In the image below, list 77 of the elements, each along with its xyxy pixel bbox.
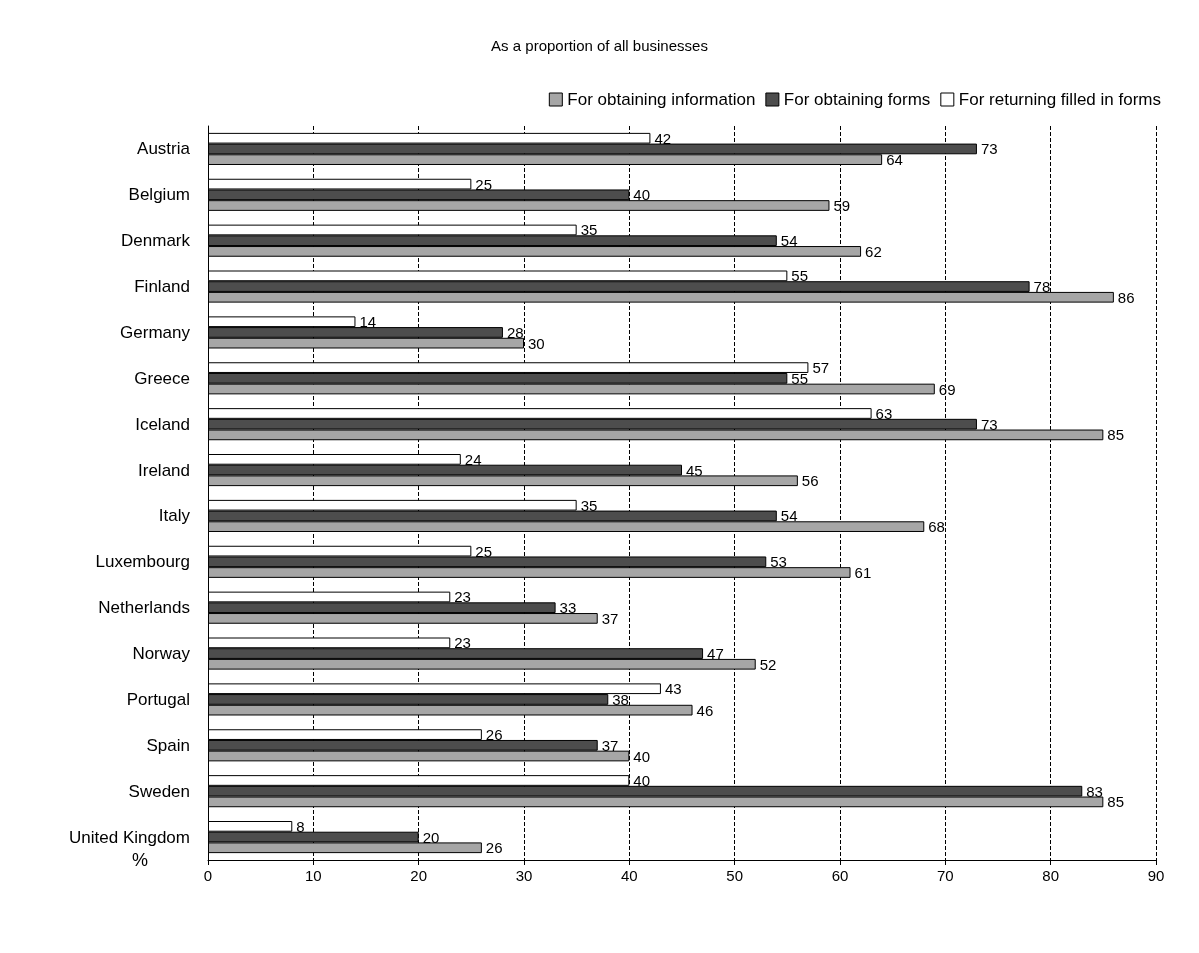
data-label: 14 xyxy=(359,313,377,331)
x-tick-label: 80 xyxy=(1042,867,1060,884)
data-label: 54 xyxy=(780,507,798,525)
data-label: 85 xyxy=(1107,793,1125,811)
y-tick-label: Germany xyxy=(120,322,191,342)
data-label: 43 xyxy=(664,680,682,698)
data-label: 78 xyxy=(1033,278,1051,296)
data-label: 83 xyxy=(1086,782,1103,800)
x-tick-label: 60 xyxy=(831,867,849,884)
data-label: 37 xyxy=(601,736,619,754)
data-label: 85 xyxy=(1107,426,1125,444)
data-label: 26 xyxy=(485,726,503,744)
data-label: 54 xyxy=(780,232,798,250)
y-tick-label: Portugal xyxy=(126,689,190,709)
x-tick-label: 20 xyxy=(410,867,428,884)
y-tick-label: Finland xyxy=(134,277,190,297)
data-label: 40 xyxy=(633,771,651,789)
data-label: 56 xyxy=(801,472,819,490)
data-label: 86 xyxy=(1117,288,1135,306)
x-tick-label: 90 xyxy=(1147,867,1165,884)
data-label: 8 xyxy=(296,817,305,835)
x-tick-label: 70 xyxy=(936,867,954,884)
x-tick-label: 40 xyxy=(620,867,638,884)
data-label: 35 xyxy=(580,221,598,239)
data-label: 61 xyxy=(854,564,872,582)
legend-label: For obtaining information xyxy=(567,90,756,109)
data-label: 25 xyxy=(475,542,493,560)
data-label: 57 xyxy=(812,359,830,377)
data-label: 38 xyxy=(612,690,629,708)
data-label: 46 xyxy=(696,701,714,719)
data-label: 55 xyxy=(791,267,809,285)
data-label: 35 xyxy=(580,496,598,514)
y-tick-label: Norway xyxy=(132,644,191,664)
legend-label: For obtaining forms xyxy=(783,90,931,109)
x-tick-label: 30 xyxy=(515,867,533,884)
data-label: 64 xyxy=(886,151,903,169)
y-tick-label: Belgium xyxy=(128,185,190,205)
data-label: 40 xyxy=(633,186,651,204)
y-tick-label: Spain xyxy=(146,735,190,755)
y-tick-label: Luxembourg xyxy=(95,552,190,572)
data-label: 68 xyxy=(928,518,945,536)
y-tick-label: Denmark xyxy=(121,231,191,251)
x-tick-label: 0 xyxy=(203,867,213,884)
data-label: 45 xyxy=(686,461,703,479)
data-label: 47 xyxy=(707,645,724,663)
x-axis-title: % xyxy=(131,850,148,870)
y-tick-label: Sweden xyxy=(128,781,190,801)
y-tick-label: Ireland xyxy=(138,460,190,480)
data-label: 73 xyxy=(980,140,998,158)
data-label: 73 xyxy=(980,415,998,433)
data-label: 24 xyxy=(464,450,482,468)
data-label: 28 xyxy=(506,323,524,341)
x-tick-label: 10 xyxy=(304,867,322,884)
y-tick-label: Austria xyxy=(137,139,191,159)
data-label: 52 xyxy=(759,655,777,673)
x-tick-label: 50 xyxy=(726,867,744,884)
y-tick-label: Greece xyxy=(134,368,190,388)
data-label: 40 xyxy=(633,747,651,765)
data-label: 37 xyxy=(601,609,619,627)
data-label: 53 xyxy=(770,553,787,571)
legend-label: For returning filled in forms xyxy=(958,90,1162,109)
y-tick-label: Iceland xyxy=(135,414,190,434)
data-label: 26 xyxy=(485,839,503,857)
y-tick-label: United Kingdom xyxy=(69,827,190,847)
chart-title: As a proportion of all businesses xyxy=(491,37,708,54)
data-label: 25 xyxy=(475,175,493,193)
data-label: 23 xyxy=(454,634,471,652)
data-label: 55 xyxy=(791,369,809,387)
data-label: 20 xyxy=(422,828,440,846)
y-tick-label: Italy xyxy=(158,506,191,526)
y-tick-label: Netherlands xyxy=(98,598,190,618)
data-label: 23 xyxy=(454,588,471,606)
data-label: 42 xyxy=(654,129,672,147)
data-label: 63 xyxy=(875,404,893,422)
data-label: 30 xyxy=(528,334,545,352)
data-label: 33 xyxy=(559,599,577,617)
data-label: 62 xyxy=(865,242,882,260)
